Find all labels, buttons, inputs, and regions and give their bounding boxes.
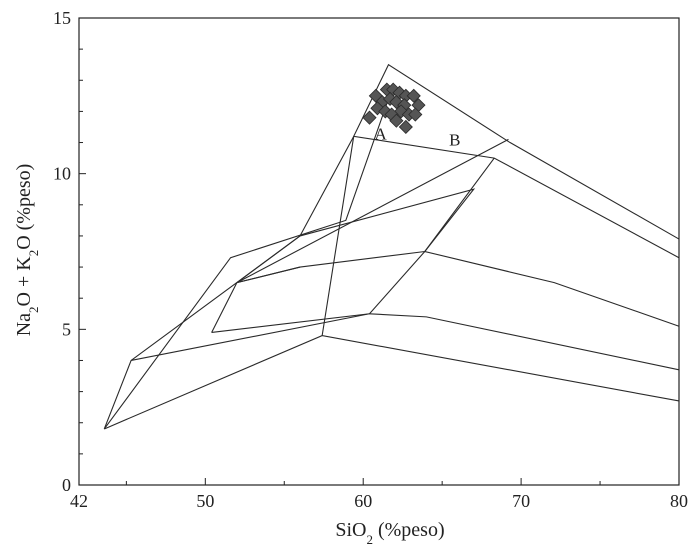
x-tick-label: 60 (354, 491, 372, 511)
field-boundary-5 (211, 157, 495, 333)
field-boundary-9 (236, 138, 509, 284)
x-tick-label: 50 (196, 491, 214, 511)
sample-point-20 (398, 119, 413, 135)
plot-area-frame (78, 17, 680, 486)
y-axis-ticks: 0 5 10 15 (53, 8, 86, 495)
field-boundary-8 (321, 63, 680, 336)
x-tick-label: 42 (70, 491, 88, 511)
field-label-a: A (374, 124, 387, 143)
sample-point-6 (406, 88, 421, 103)
x-tick-label: 70 (512, 491, 530, 511)
classification-field-lines (103, 63, 680, 430)
sample-point-16 (408, 107, 423, 122)
x-axis-ticks: 42 50 60 70 80 (70, 478, 688, 511)
y-tick-label: 10 (53, 164, 71, 184)
sample-points (362, 82, 426, 135)
y-axis-title: Na2O + K2O (%peso) (13, 164, 41, 337)
y-tick-label: 0 (62, 475, 71, 495)
field-boundary-3 (103, 98, 389, 430)
field-boundary-1 (104, 334, 680, 430)
x-axis-title: SiO2 (%peso) (335, 519, 444, 545)
sample-point-19 (389, 113, 404, 128)
field-boundary-2 (103, 135, 680, 430)
y-tick-label: 5 (62, 319, 71, 339)
sample-point-18 (362, 110, 377, 125)
x-tick-label: 80 (670, 491, 688, 511)
field-label-b: B (449, 131, 460, 150)
y-tick-label: 15 (53, 8, 71, 28)
field-boundary-6 (236, 188, 680, 327)
field-boundary-4 (130, 313, 680, 371)
